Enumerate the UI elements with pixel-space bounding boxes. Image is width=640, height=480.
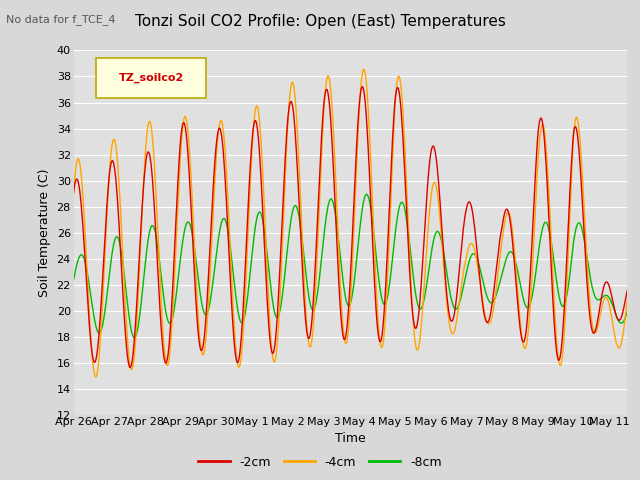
Legend: -2cm, -4cm, -8cm: -2cm, -4cm, -8cm bbox=[193, 451, 447, 474]
X-axis label: Time: Time bbox=[335, 432, 366, 445]
Y-axis label: Soil Temperature (C): Soil Temperature (C) bbox=[38, 168, 51, 297]
Text: No data for f_TCE_4: No data for f_TCE_4 bbox=[6, 14, 116, 25]
FancyBboxPatch shape bbox=[96, 58, 207, 98]
Text: Tonzi Soil CO2 Profile: Open (East) Temperatures: Tonzi Soil CO2 Profile: Open (East) Temp… bbox=[134, 14, 506, 29]
Text: TZ_soilco2: TZ_soilco2 bbox=[118, 72, 184, 83]
